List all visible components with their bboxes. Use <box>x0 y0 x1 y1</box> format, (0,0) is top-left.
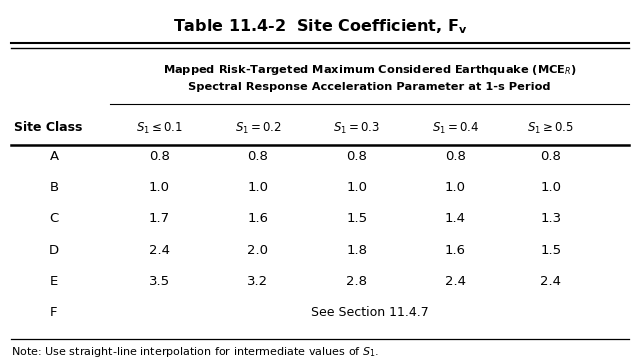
Text: 2.0: 2.0 <box>248 244 268 257</box>
Text: $S_1 \leq 0.1$: $S_1 \leq 0.1$ <box>136 120 182 136</box>
Text: 0.8: 0.8 <box>346 150 367 163</box>
Text: 2.4: 2.4 <box>148 244 170 257</box>
Text: Spectral Response Acceleration Parameter at 1-s Period: Spectral Response Acceleration Parameter… <box>188 82 550 92</box>
Text: B: B <box>49 181 58 194</box>
Text: $S_1 \geq 0.5$: $S_1 \geq 0.5$ <box>527 120 575 136</box>
Text: A: A <box>49 150 58 163</box>
Text: Site Class: Site Class <box>14 120 83 134</box>
Text: 1.5: 1.5 <box>540 244 561 257</box>
Text: 1.8: 1.8 <box>346 244 367 257</box>
Text: $S_1 = 0.4$: $S_1 = 0.4$ <box>431 120 479 136</box>
Text: 1.0: 1.0 <box>541 181 561 194</box>
Text: 1.3: 1.3 <box>540 213 561 225</box>
Text: 3.5: 3.5 <box>148 275 170 288</box>
Text: 0.8: 0.8 <box>248 150 268 163</box>
Text: 2.8: 2.8 <box>346 275 367 288</box>
Text: D: D <box>49 244 59 257</box>
Text: 1.0: 1.0 <box>248 181 268 194</box>
Text: 0.8: 0.8 <box>541 150 561 163</box>
Text: See Section 11.4.7: See Section 11.4.7 <box>310 306 428 319</box>
Text: 2.4: 2.4 <box>541 275 561 288</box>
Text: 1.7: 1.7 <box>148 213 170 225</box>
Text: 3.2: 3.2 <box>247 275 268 288</box>
Text: E: E <box>50 275 58 288</box>
Text: Mapped Risk-Targeted Maximum Considered Earthquake (MCE$_R$): Mapped Risk-Targeted Maximum Considered … <box>163 63 576 77</box>
Text: 0.8: 0.8 <box>148 150 170 163</box>
Text: Table 11.4-2  Site Coefficient, $\mathbf{F_v}$: Table 11.4-2 Site Coefficient, $\mathbf{… <box>173 17 467 36</box>
Text: $S_1 = 0.3$: $S_1 = 0.3$ <box>333 120 380 136</box>
Text: 0.8: 0.8 <box>445 150 466 163</box>
Text: 1.4: 1.4 <box>445 213 466 225</box>
Text: 1.6: 1.6 <box>248 213 268 225</box>
Text: 1.5: 1.5 <box>346 213 367 225</box>
Text: 2.4: 2.4 <box>445 275 466 288</box>
Text: $S_1 = 0.2$: $S_1 = 0.2$ <box>235 120 281 136</box>
Text: Note: Use straight-line interpolation for intermediate values of $S_1$.: Note: Use straight-line interpolation fo… <box>11 345 379 359</box>
Text: F: F <box>50 306 58 319</box>
Text: 1.0: 1.0 <box>148 181 170 194</box>
Text: C: C <box>49 213 59 225</box>
Text: 1.6: 1.6 <box>445 244 466 257</box>
Text: 1.0: 1.0 <box>346 181 367 194</box>
Text: 1.0: 1.0 <box>445 181 466 194</box>
